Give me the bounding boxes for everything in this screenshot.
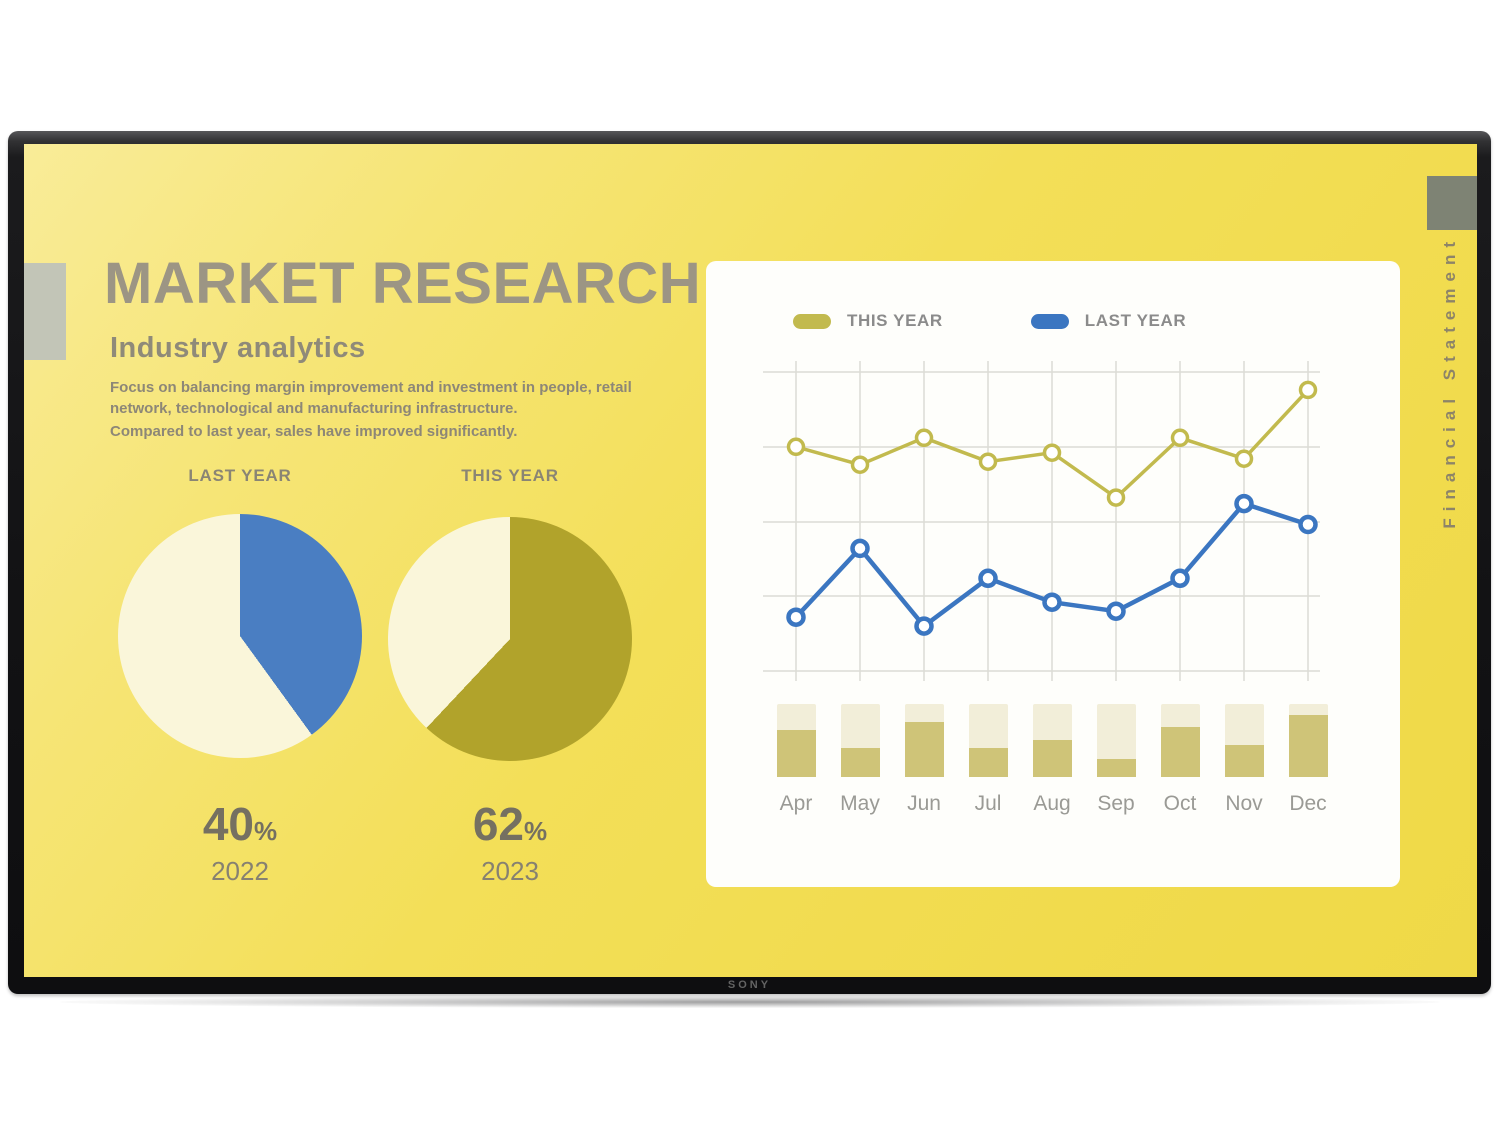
pie-title: THIS YEAR — [461, 466, 559, 485]
pie-value: 40% — [202, 798, 278, 850]
bar-month-label: May — [840, 792, 880, 815]
bar-fill — [968, 748, 1008, 777]
line-chart-svg — [763, 361, 1320, 681]
tv-bezel: MARKET RESEARCH Industry analytics Focus… — [8, 131, 1491, 994]
display-screen: MARKET RESEARCH Industry analytics Focus… — [24, 144, 1477, 977]
pie-chart-this-year — [388, 517, 632, 761]
bar-month-label: Aug — [1033, 792, 1071, 815]
legend-label-this-year: THIS YEAR — [847, 311, 943, 330]
bar-month-label: Oct — [1163, 792, 1197, 815]
chart-legend: THIS YEAR LAST YEAR — [793, 311, 1186, 331]
vertical-side-label: Financial Statement — [1440, 235, 1459, 529]
bar-track — [1096, 704, 1136, 777]
bar-month-label: Dec — [1289, 792, 1327, 815]
financial-chart-card: THIS YEAR LAST YEAR Apr May Jun Jul Aug Sep Oc… — [706, 261, 1400, 887]
pie-figure-last-year: LAST YEAR 40% 2022 — [118, 466, 362, 887]
bar-month-label: Sep — [1097, 792, 1135, 815]
decorative-gray-block-left — [24, 263, 66, 360]
body-paragraph-1: Focus on balancing margin improvement an… — [110, 379, 632, 417]
pie-year: 2023 — [481, 856, 539, 886]
tv-shadow-reflection — [60, 996, 1440, 1008]
page-subtitle: Industry analytics — [110, 332, 366, 364]
bar-month-label: Nov — [1225, 792, 1263, 815]
bar-fill — [1288, 715, 1328, 777]
bar-fill — [1032, 740, 1072, 777]
pie-title: LAST YEAR — [188, 466, 292, 485]
bar-month-label: Apr — [779, 792, 813, 815]
bar-track — [776, 704, 816, 777]
decorative-gray-block-right — [1427, 176, 1477, 230]
legend-swatch-this-year — [793, 313, 831, 329]
pie-chart-last-year — [118, 514, 362, 758]
legend-swatch-last-year — [1030, 313, 1069, 329]
pie-year: 2022 — [211, 856, 269, 886]
pie-figure-this-year: THIS YEAR 62% 2023 — [388, 466, 632, 887]
bar-track — [968, 704, 1008, 777]
bar-track — [1032, 704, 1072, 777]
bar-fill — [1160, 727, 1200, 777]
bar-fill — [840, 748, 880, 777]
bar-fill — [1224, 745, 1264, 777]
bar-fill — [904, 722, 944, 777]
bar-fill — [1096, 759, 1136, 777]
bar-track — [1288, 704, 1328, 777]
brand-logo: SONY — [727, 979, 772, 991]
bar-track — [904, 704, 944, 777]
bar-month-label: Jun — [907, 792, 941, 815]
legend-label-last-year: LAST YEAR — [1084, 311, 1187, 330]
bar-track — [840, 704, 880, 777]
page-title: MARKET RESEARCH — [104, 251, 702, 316]
bar-chart: Apr May Jun Jul Aug Sep Oct Nov Dec — [706, 261, 1400, 887]
bar-month-label: Jul — [974, 792, 1002, 815]
pie-value: 62% — [472, 798, 548, 850]
bar-track — [1160, 704, 1200, 777]
bar-fill — [776, 730, 816, 777]
body-paragraph-2: Compared to last year, sales have improv… — [110, 423, 518, 440]
bar-track — [1224, 704, 1264, 777]
